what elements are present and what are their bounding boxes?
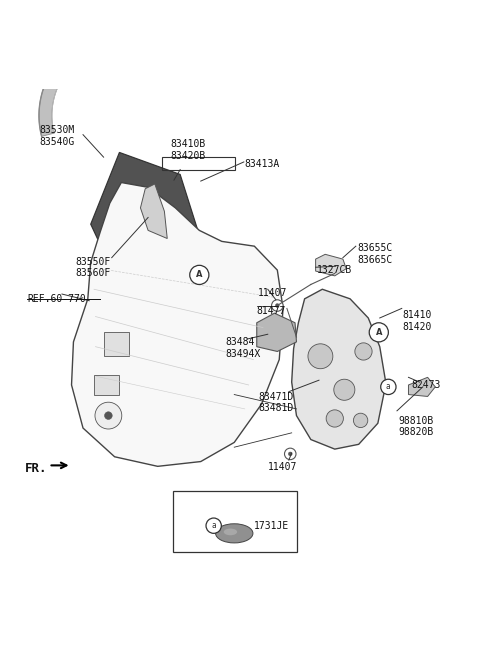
Circle shape	[95, 402, 122, 429]
Text: FR.: FR.	[24, 462, 47, 474]
Circle shape	[206, 518, 221, 533]
Polygon shape	[91, 152, 198, 261]
Circle shape	[381, 379, 396, 395]
Polygon shape	[292, 289, 386, 449]
Text: A: A	[375, 328, 382, 337]
Ellipse shape	[224, 529, 237, 535]
Circle shape	[190, 265, 209, 284]
Circle shape	[326, 410, 343, 427]
Polygon shape	[104, 332, 129, 356]
Circle shape	[355, 343, 372, 360]
Text: 82473: 82473	[411, 380, 441, 390]
Text: 83655C
83665C: 83655C 83665C	[357, 243, 393, 265]
Circle shape	[308, 344, 333, 369]
Circle shape	[285, 448, 296, 460]
Text: 98810B
98820B: 98810B 98820B	[398, 416, 433, 437]
Circle shape	[272, 300, 283, 311]
Text: a: a	[211, 521, 216, 530]
Polygon shape	[94, 375, 120, 395]
Text: 83484
83494X: 83484 83494X	[226, 337, 261, 359]
Text: 83530M
83540G: 83530M 83540G	[39, 125, 74, 147]
Polygon shape	[316, 254, 346, 276]
Text: REF.60-770: REF.60-770	[27, 294, 86, 304]
Text: 83550F
83560F: 83550F 83560F	[75, 257, 110, 279]
Circle shape	[105, 412, 112, 419]
Circle shape	[334, 379, 355, 400]
Polygon shape	[408, 377, 435, 396]
Text: A: A	[196, 271, 203, 279]
Circle shape	[288, 452, 292, 456]
Circle shape	[369, 323, 388, 342]
Polygon shape	[141, 184, 167, 238]
Circle shape	[276, 304, 279, 307]
Circle shape	[353, 413, 368, 428]
Polygon shape	[72, 183, 283, 466]
Text: a: a	[386, 382, 391, 392]
Text: 83413A: 83413A	[245, 158, 280, 169]
Polygon shape	[257, 313, 297, 351]
Text: 1731JE: 1731JE	[254, 521, 289, 531]
Text: 81410
81420: 81410 81420	[403, 310, 432, 332]
Text: 83471D
83481D: 83471D 83481D	[258, 392, 293, 413]
FancyBboxPatch shape	[173, 491, 298, 552]
Text: 1327CB: 1327CB	[317, 265, 352, 275]
Text: 11407: 11407	[268, 462, 297, 472]
Text: 11407: 11407	[258, 288, 288, 298]
Ellipse shape	[216, 524, 253, 543]
Polygon shape	[39, 32, 118, 137]
Text: 81477: 81477	[257, 306, 286, 315]
Text: 83410B
83420B: 83410B 83420B	[170, 139, 206, 161]
